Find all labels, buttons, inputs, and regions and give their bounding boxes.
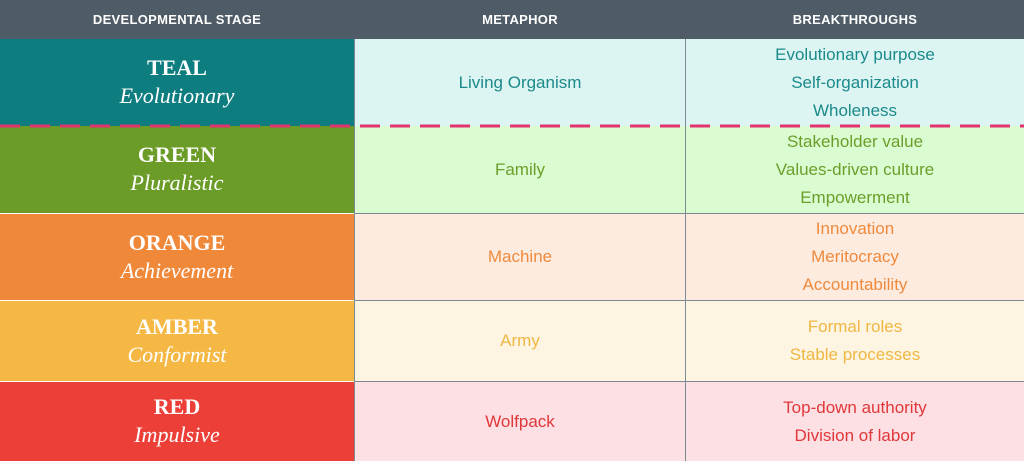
stage-cell: AMBER Conformist	[0, 301, 354, 381]
breakthrough-item: Top-down authority	[783, 397, 927, 417]
dashed-divider-line	[0, 124, 1024, 128]
breakthrough-item: Division of labor	[794, 425, 916, 445]
stage-subtitle: Evolutionary	[119, 83, 235, 108]
breakthrough-item: Innovation	[815, 219, 895, 238]
row-divider	[354, 213, 1024, 214]
stage-cell: TEAL Evolutionary	[0, 39, 354, 126]
breakthrough-item: Accountability	[802, 275, 908, 294]
breakthrough-item: Values-driven culture	[775, 159, 935, 179]
stage-name: ORANGE	[128, 229, 226, 255]
stage-name: TEAL	[147, 55, 207, 80]
breakthrough-item: Wholeness	[812, 100, 898, 120]
row-red: RED Impulsive Wolfpack Top-down authorit…	[0, 382, 1024, 461]
stage-name: AMBER	[136, 313, 218, 339]
stage-subtitle: Pluralistic	[130, 170, 224, 195]
stage-cell: GREEN Pluralistic	[0, 126, 354, 213]
column-divider	[685, 39, 686, 461]
breakthroughs-cell: Top-down authority Division of labor	[686, 382, 1024, 461]
stage-subtitle: Conformist	[127, 341, 227, 367]
breakthroughs-cell: Evolutionary purpose Self-organization W…	[686, 39, 1024, 126]
stage-cell: RED Impulsive	[0, 382, 354, 461]
metaphor-cell: Army	[355, 301, 685, 381]
stage-subtitle: Impulsive	[134, 422, 220, 447]
stage-name: GREEN	[137, 142, 217, 167]
breakthroughs-cell: Stakeholder value Values-driven culture …	[686, 126, 1024, 213]
column-divider	[354, 39, 355, 461]
breakthrough-item: Formal roles	[807, 317, 903, 336]
breakthroughs-cell: Innovation Meritocracy Accountability	[686, 214, 1024, 300]
header-developmental-stage: DEVELOPMENTAL STAGE	[92, 12, 262, 27]
stage-name: RED	[153, 394, 201, 419]
breakthrough-item: Stakeholder value	[786, 131, 924, 151]
stage-subtitle: Achievement	[120, 257, 234, 283]
breakthrough-item: Evolutionary purpose	[775, 44, 935, 64]
breakthroughs-cell: Formal roles Stable processes	[686, 301, 1024, 381]
row-divider	[354, 381, 1024, 382]
metaphor-cell: Machine	[355, 214, 685, 300]
row-amber: AMBER Conformist Army Formal roles Stabl…	[0, 301, 1024, 381]
breakthrough-item: Empowerment	[800, 187, 910, 207]
row-teal: TEAL Evolutionary Living Organism Evolut…	[0, 39, 1024, 126]
metaphor-cell: Wolfpack	[355, 382, 685, 461]
table-header: DEVELOPMENTAL STAGE METAPHOR BREAKTHROUG…	[0, 0, 1024, 39]
row-orange: ORANGE Achievement Machine Innovation Me…	[0, 214, 1024, 300]
breakthrough-item: Meritocracy	[811, 247, 899, 266]
breakthrough-item: Self-organization	[791, 72, 919, 92]
header-breakthroughs: BREAKTHROUGHS	[792, 12, 918, 27]
row-divider	[354, 300, 1024, 301]
breakthrough-item: Stable processes	[789, 345, 921, 364]
metaphor-cell: Family	[355, 126, 685, 213]
row-green: GREEN Pluralistic Family Stakeholder val…	[0, 126, 1024, 213]
metaphor-cell: Living Organism	[355, 39, 685, 126]
stage-cell: ORANGE Achievement	[0, 214, 354, 300]
header-metaphor: METAPHOR	[482, 12, 558, 27]
